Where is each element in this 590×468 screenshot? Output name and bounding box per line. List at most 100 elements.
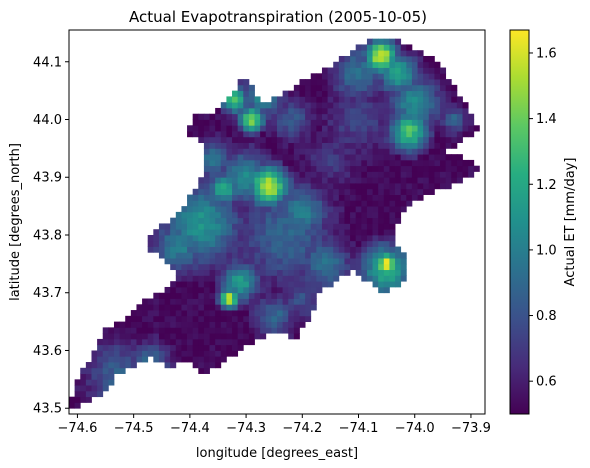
- heatmap-cell: [355, 217, 362, 224]
- heatmap-cell: [232, 229, 239, 236]
- heatmap-cell: [310, 90, 317, 97]
- heatmap-cell: [423, 154, 430, 161]
- heatmap-cell: [198, 177, 205, 184]
- heatmap-cell: [350, 79, 357, 86]
- heatmap-cell: [243, 223, 250, 230]
- heatmap-cell: [456, 119, 463, 126]
- heatmap-cell: [299, 275, 306, 282]
- heatmap-cell: [203, 211, 210, 219]
- heatmap-cell: [237, 292, 244, 299]
- heatmap-cell: [293, 321, 300, 328]
- heatmap-cell: [400, 258, 407, 265]
- y-tick-label: 43.9: [33, 171, 62, 186]
- heatmap-cell: [338, 79, 345, 86]
- heatmap-cell: [108, 362, 115, 369]
- heatmap-cell: [136, 338, 143, 346]
- heatmap-cell: [203, 298, 210, 305]
- heatmap-cell: [361, 229, 368, 236]
- heatmap-cell: [102, 333, 109, 340]
- heatmap-cell: [226, 350, 233, 357]
- heatmap-cell: [153, 240, 160, 247]
- heatmap-cell: [310, 234, 317, 242]
- heatmap-cell: [91, 385, 98, 392]
- heatmap-cell: [406, 125, 413, 132]
- heatmap-cell: [316, 102, 323, 109]
- heatmap-cell: [226, 107, 233, 115]
- heatmap-cell: [293, 119, 300, 126]
- heatmap-cell: [316, 148, 323, 155]
- heatmap-cell: [400, 113, 407, 120]
- heatmap-cell: [333, 113, 340, 120]
- heatmap-cell: [372, 136, 379, 143]
- heatmap-cell: [378, 96, 385, 103]
- heatmap-cell: [237, 338, 244, 346]
- heatmap-cell: [316, 142, 323, 149]
- heatmap-cell: [400, 263, 407, 271]
- heatmap-cell: [254, 258, 261, 265]
- heatmap-cell: [271, 275, 278, 282]
- heatmap-cell: [102, 356, 109, 363]
- heatmap-cell: [248, 159, 255, 167]
- heatmap-cell: [327, 165, 334, 172]
- heatmap-cell: [383, 148, 390, 155]
- heatmap-cell: [355, 154, 362, 161]
- heatmap-cell: [220, 333, 227, 340]
- heatmap-cell: [113, 356, 120, 363]
- heatmap-cell: [389, 142, 396, 149]
- heatmap-cell: [400, 159, 407, 167]
- heatmap-cell: [428, 165, 435, 172]
- heatmap-cell: [400, 90, 407, 97]
- heatmap-cell: [181, 286, 188, 294]
- heatmap-cell: [198, 188, 205, 195]
- heatmap-cell: [237, 333, 244, 340]
- heatmap-cell: [209, 188, 216, 195]
- heatmap-cell: [254, 310, 261, 317]
- heatmap-cell: [288, 298, 295, 305]
- heatmap-cell: [187, 234, 194, 242]
- heatmap-cell: [333, 275, 340, 282]
- heatmap-cell: [383, 194, 390, 201]
- heatmap-cell: [293, 263, 300, 271]
- heatmap-cell: [198, 367, 205, 374]
- heatmap-cell: [395, 50, 402, 57]
- heatmap-cell: [299, 281, 306, 288]
- heatmap-cell: [389, 281, 396, 288]
- heatmap-cell: [243, 286, 250, 294]
- heatmap-cell: [372, 229, 379, 236]
- heatmap-cell: [288, 286, 295, 294]
- heatmap-cell: [400, 50, 407, 57]
- heatmap-cell: [97, 390, 104, 398]
- heatmap-cell: [310, 165, 317, 172]
- heatmap-cell: [215, 304, 222, 311]
- heatmap-cell: [215, 223, 222, 230]
- heatmap-cell: [355, 194, 362, 201]
- heatmap-cell: [321, 131, 328, 138]
- heatmap-cell: [254, 142, 261, 149]
- heatmap-cell: [333, 119, 340, 126]
- heatmap-cell: [282, 113, 289, 120]
- heatmap-cell: [451, 165, 458, 172]
- heatmap-cell: [192, 333, 199, 340]
- heatmap-cell: [147, 246, 154, 253]
- heatmap-cell: [434, 90, 441, 97]
- heatmap-cell: [361, 269, 368, 276]
- heatmap-cell: [215, 356, 222, 363]
- heatmap-cell: [372, 55, 379, 63]
- heatmap-cell: [80, 390, 87, 398]
- heatmap-cell: [366, 177, 373, 184]
- heatmap-cell: [271, 229, 278, 236]
- heatmap-cell: [293, 188, 300, 195]
- heatmap-cell: [355, 223, 362, 230]
- heatmap-cell: [220, 350, 227, 357]
- heatmap-cell: [344, 96, 351, 103]
- heatmap-cell: [277, 125, 284, 132]
- heatmap-cell: [119, 338, 126, 346]
- heatmap-cell: [445, 154, 452, 161]
- heatmap-cell: [237, 206, 244, 213]
- heatmap-cell: [417, 159, 424, 167]
- heatmap-cell: [473, 165, 480, 172]
- heatmap-cell: [316, 171, 323, 178]
- heatmap-cell: [389, 252, 396, 259]
- heatmap-cell: [288, 183, 295, 190]
- heatmap-cell: [288, 269, 295, 276]
